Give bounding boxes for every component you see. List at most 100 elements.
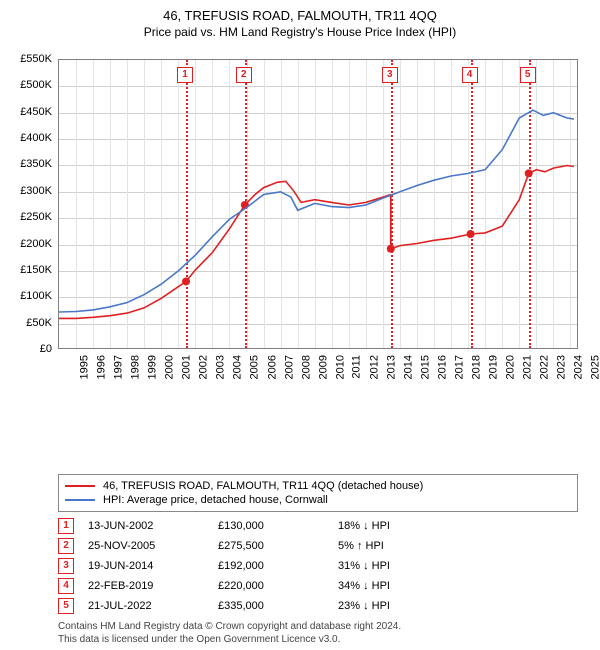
x-tick-label: 1999: [147, 355, 159, 379]
x-tick-label: 2022: [539, 355, 551, 379]
chart-subtitle: Price paid vs. HM Land Registry's House …: [10, 25, 590, 39]
series-marker-property: [467, 230, 475, 238]
y-tick-label: £550K: [10, 53, 52, 65]
event-date: 19-JUN-2014: [88, 560, 218, 572]
event-badge: 3: [382, 67, 398, 83]
series-property: [529, 166, 574, 174]
legend-label: 46, TREFUSIS ROAD, FALMOUTH, TR11 4QQ (d…: [103, 480, 423, 492]
x-tick-label: 2011: [350, 355, 362, 379]
y-tick-label: £350K: [10, 158, 52, 170]
event-badge: 2: [236, 67, 252, 83]
event-row: 4 22-FEB-2019£220,00034% ↓ HPI: [58, 576, 578, 596]
event-badge: 4: [462, 67, 478, 83]
x-tick-label: 2008: [300, 355, 312, 379]
y-tick-label: £500K: [10, 79, 52, 91]
event-row-badge: 4: [58, 578, 74, 594]
event-delta: 31% ↓ HPI: [338, 560, 458, 572]
x-tick-label: 2010: [334, 355, 346, 379]
event-badge: 1: [177, 67, 193, 83]
event-price: £220,000: [218, 580, 338, 592]
event-row: 1 13-JUN-2002£130,00018% ↓ HPI: [58, 516, 578, 536]
event-row-badge: 2: [58, 538, 74, 554]
y-tick-label: £100K: [10, 290, 52, 302]
series-property: [391, 234, 471, 249]
x-tick-label: 1997: [113, 355, 125, 379]
legend-row: 46, TREFUSIS ROAD, FALMOUTH, TR11 4QQ (d…: [65, 479, 571, 493]
x-tick-label: 2002: [198, 355, 210, 379]
legend-swatch: [65, 499, 95, 501]
event-delta: 34% ↓ HPI: [338, 580, 458, 592]
event-row-badge: 1: [58, 518, 74, 534]
events-table: 1 13-JUN-2002£130,00018% ↓ HPI 2 25-NOV-200…: [58, 516, 578, 616]
event-row-badge: 5: [58, 598, 74, 614]
y-tick-label: £150K: [10, 264, 52, 276]
event-date: 25-NOV-2005: [88, 540, 218, 552]
x-tick-label: 2021: [522, 355, 534, 379]
event-price: £192,000: [218, 560, 338, 572]
footer-line-1: Contains HM Land Registry data © Crown c…: [58, 620, 590, 633]
x-tick-label: 2015: [419, 355, 431, 379]
event-delta: 18% ↓ HPI: [338, 520, 458, 532]
legend-label: HPI: Average price, detached house, Corn…: [103, 494, 328, 506]
x-tick-label: 2001: [181, 355, 193, 379]
x-tick-label: 2013: [385, 355, 397, 379]
x-tick-label: 2019: [488, 355, 500, 379]
x-tick-label: 2004: [232, 355, 244, 379]
x-tick-label: 2020: [505, 355, 517, 379]
x-tick-label: 2016: [437, 355, 449, 379]
series-marker-property: [525, 169, 533, 177]
titles: 46, TREFUSIS ROAD, FALMOUTH, TR11 4QQ Pr…: [10, 8, 590, 39]
x-tick-label: 2018: [471, 355, 483, 379]
x-tick-label: 2009: [317, 355, 329, 379]
page: 46, TREFUSIS ROAD, FALMOUTH, TR11 4QQ Pr…: [0, 0, 600, 650]
event-delta: 23% ↓ HPI: [338, 600, 458, 612]
legend-swatch: [65, 485, 95, 487]
x-tick-label: 2017: [454, 355, 466, 379]
y-tick-label: £450K: [10, 106, 52, 118]
chart-title: 46, TREFUSIS ROAD, FALMOUTH, TR11 4QQ: [10, 8, 590, 23]
event-row: 3 19-JUN-2014£192,00031% ↓ HPI: [58, 556, 578, 576]
series-svg: [59, 60, 579, 350]
x-tick-label: 1996: [96, 355, 108, 379]
plot-area: [58, 59, 578, 349]
y-tick-label: £300K: [10, 185, 52, 197]
series-marker-property: [387, 245, 395, 253]
event-delta: 5% ↑ HPI: [338, 540, 458, 552]
y-tick-label: £400K: [10, 132, 52, 144]
legend: 46, TREFUSIS ROAD, FALMOUTH, TR11 4QQ (d…: [58, 474, 578, 512]
x-tick-label: 2025: [590, 355, 600, 379]
series-property: [186, 205, 245, 282]
x-tick-label: 2024: [573, 355, 585, 379]
event-date: 22-FEB-2019: [88, 580, 218, 592]
footer: Contains HM Land Registry data © Crown c…: [58, 620, 590, 646]
event-price: £275,500: [218, 540, 338, 552]
event-badge: 5: [520, 67, 536, 83]
y-tick-label: £250K: [10, 211, 52, 223]
event-date: 13-JUN-2002: [88, 520, 218, 532]
series-property: [245, 181, 391, 205]
y-tick-label: £0: [10, 343, 52, 355]
series-marker-property: [182, 277, 190, 285]
event-price: £130,000: [218, 520, 338, 532]
x-tick-label: 2007: [283, 355, 295, 379]
event-row-badge: 3: [58, 558, 74, 574]
series-hpi: [59, 110, 574, 312]
x-tick-label: 2000: [164, 355, 176, 379]
event-row: 521-JUL-2022£335,00023% ↓ HPI: [58, 596, 578, 616]
x-tick-label: 2023: [556, 355, 568, 379]
x-tick-label: 2006: [266, 355, 278, 379]
y-tick-label: £50K: [10, 317, 52, 329]
x-tick-label: 2014: [402, 355, 414, 379]
y-tick-label: £200K: [10, 238, 52, 250]
x-tick-label: 1995: [78, 355, 90, 379]
x-tick-label: 2012: [368, 355, 380, 379]
footer-line-2: This data is licensed under the Open Gov…: [58, 633, 590, 646]
x-tick-label: 2003: [215, 355, 227, 379]
x-tick-label: 2005: [249, 355, 261, 379]
series-property: [471, 173, 529, 234]
event-row: 2 25-NOV-2005£275,5005% ↑ HPI: [58, 536, 578, 556]
chart-area: £0 £50K £100K £150K £200K £250K £300K £350K £400…: [10, 39, 590, 468]
series-property: [59, 282, 186, 319]
event-price: £335,000: [218, 600, 338, 612]
x-tick-label: 1998: [130, 355, 142, 379]
